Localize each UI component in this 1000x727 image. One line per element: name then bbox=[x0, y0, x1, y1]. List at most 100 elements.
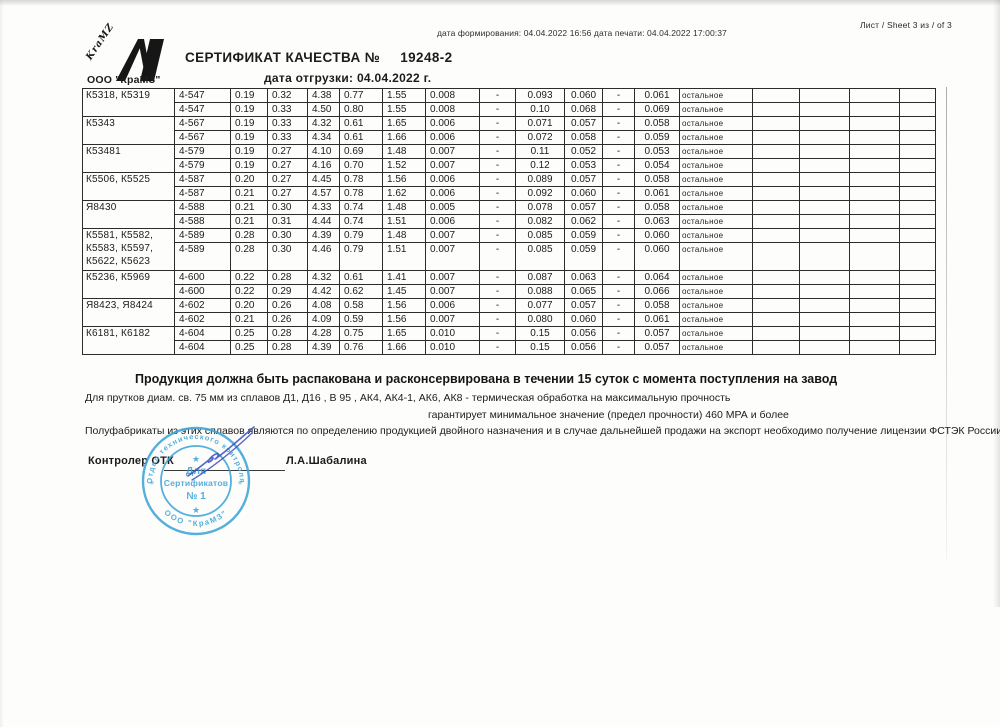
table-cell: 0.007 bbox=[425, 144, 480, 159]
table-cell: 0.072 bbox=[515, 130, 565, 145]
table-cell: - bbox=[479, 172, 516, 187]
table-cell: 0.007 bbox=[425, 312, 480, 327]
table-cell: 0.077 bbox=[515, 298, 565, 313]
table-cell: 0.057 bbox=[564, 200, 603, 215]
table-cell: 0.058 bbox=[634, 172, 680, 187]
table-cell: 0.28 bbox=[267, 270, 308, 285]
empty-cell bbox=[752, 228, 800, 243]
stamp-center-line2: Сертификатов bbox=[164, 478, 229, 488]
table-cell: - bbox=[602, 116, 635, 131]
empty-cell bbox=[849, 270, 900, 285]
remainder-cell: остальное bbox=[679, 200, 753, 215]
remainder-cell: остальное bbox=[679, 144, 753, 159]
empty-cell bbox=[849, 326, 900, 341]
table-cell: 0.058 bbox=[634, 200, 680, 215]
table-cell: - bbox=[602, 172, 635, 187]
remainder-cell: остальное bbox=[679, 214, 753, 229]
empty-cell bbox=[799, 130, 850, 145]
table-cell: 1.56 bbox=[382, 298, 426, 313]
table-row: Я8430 4-588 0.21 0.30 4.33 0.74 1.48 0.005-0.07… bbox=[82, 200, 936, 229]
table-cell: 0.58 bbox=[339, 298, 383, 313]
table-row: К6181, К6182 4-604 0.25 0.28 4.28 0.75 1.65 0.0… bbox=[82, 326, 936, 355]
empty-cell bbox=[752, 200, 800, 215]
remainder-cell: остальное bbox=[679, 158, 753, 173]
table-cell: 4-600 bbox=[174, 270, 231, 285]
empty-cell bbox=[849, 340, 900, 355]
table-cell: 0.092 bbox=[515, 186, 565, 201]
table-cell: 0.087 bbox=[515, 270, 565, 285]
empty-cell bbox=[752, 312, 800, 327]
table-cell: 0.057 bbox=[634, 326, 680, 341]
table-cell: - bbox=[479, 312, 516, 327]
kramz-logo-icon bbox=[116, 39, 164, 81]
company-name: ООО "КраМЗ" bbox=[87, 74, 161, 86]
table-cell: 0.76 bbox=[339, 340, 383, 355]
remainder-cell: остальное bbox=[679, 88, 753, 103]
table-cell: 0.064 bbox=[634, 270, 680, 285]
table-cell: 0.007 bbox=[425, 284, 480, 299]
table-cell: - bbox=[479, 242, 516, 271]
empty-cell bbox=[752, 326, 800, 341]
empty-cell bbox=[849, 102, 900, 117]
table-cell: - bbox=[479, 158, 516, 173]
table-cell: 1.48 bbox=[382, 228, 426, 243]
empty-cell bbox=[899, 284, 936, 299]
note-strength-guarantee: гарантирует минимальное значение (предел… bbox=[428, 409, 789, 421]
table-cell: 0.056 bbox=[564, 340, 603, 355]
table-cell: 1.62 bbox=[382, 186, 426, 201]
table-cell: 0.057 bbox=[564, 298, 603, 313]
table-cell: 4.38 bbox=[307, 88, 340, 103]
empty-cell bbox=[799, 270, 850, 285]
table-cell: 4-602 bbox=[174, 312, 231, 327]
table-cell: 0.21 bbox=[230, 312, 268, 327]
table-cell: 0.79 bbox=[339, 228, 383, 243]
table-cell: 0.058 bbox=[564, 130, 603, 145]
remainder-cell: остальное bbox=[679, 116, 753, 131]
empty-cell bbox=[752, 186, 800, 201]
empty-cell bbox=[799, 102, 850, 117]
empty-cell bbox=[799, 298, 850, 313]
table-cell: 4-587 bbox=[174, 172, 231, 187]
empty-cell bbox=[752, 102, 800, 117]
table-row: 4-567 0.19 0.33 4.34 0.61 1.66 0.006-0.072 0.05… bbox=[83, 130, 936, 145]
alloy-name-cell: К5581, К5582, К5583, К5597, К5622, К5623 bbox=[82, 228, 175, 271]
table-cell: - bbox=[479, 130, 516, 145]
remainder-cell: остальное bbox=[679, 242, 753, 271]
table-cell: 0.006 bbox=[425, 186, 480, 201]
table-cell: 0.75 bbox=[339, 326, 383, 341]
remainder-cell: остальное bbox=[679, 298, 753, 313]
table-cell: 0.12 bbox=[515, 158, 565, 173]
table-cell: 0.059 bbox=[564, 242, 603, 271]
table-cell: 0.082 bbox=[515, 214, 565, 229]
table-cell: 4-604 bbox=[174, 340, 231, 355]
scan-crease-line bbox=[946, 87, 947, 559]
table-cell: 1.45 bbox=[382, 284, 426, 299]
empty-cell bbox=[799, 88, 850, 103]
table-cell: 0.26 bbox=[267, 298, 308, 313]
table-cell: 4.45 bbox=[307, 172, 340, 187]
table-cell: 0.10 bbox=[515, 102, 565, 117]
empty-cell bbox=[752, 214, 800, 229]
remainder-cell: остальное bbox=[679, 284, 753, 299]
certificate-title-text: СЕРТИФИКАТ КАЧЕСТВА № bbox=[185, 50, 381, 65]
table-cell: 0.089 bbox=[515, 172, 565, 187]
table-cell: 0.19 bbox=[230, 144, 268, 159]
table-row: 4-588 0.21 0.31 4.44 0.74 1.51 0.006-0.082 0.06… bbox=[83, 214, 936, 229]
table-cell: 4.46 bbox=[307, 242, 340, 271]
table-cell: 4-547 bbox=[174, 102, 231, 117]
empty-cell bbox=[799, 200, 850, 215]
table-cell: 0.078 bbox=[515, 200, 565, 215]
empty-cell bbox=[799, 116, 850, 131]
remainder-cell: остальное bbox=[679, 228, 753, 243]
table-cell: 0.62 bbox=[339, 284, 383, 299]
table-row: 4-604 0.25 0.28 4.39 0.76 1.66 0.010-0.15 0.056… bbox=[83, 340, 936, 355]
table-cell: 1.51 bbox=[382, 242, 426, 271]
empty-cell bbox=[799, 312, 850, 327]
table-cell: 4-579 bbox=[174, 144, 231, 159]
empty-cell bbox=[799, 284, 850, 299]
table-cell: 1.56 bbox=[382, 312, 426, 327]
table-cell: 0.006 bbox=[425, 214, 480, 229]
table-cell: 0.70 bbox=[339, 158, 383, 173]
table-cell: 4-547 bbox=[174, 88, 231, 103]
